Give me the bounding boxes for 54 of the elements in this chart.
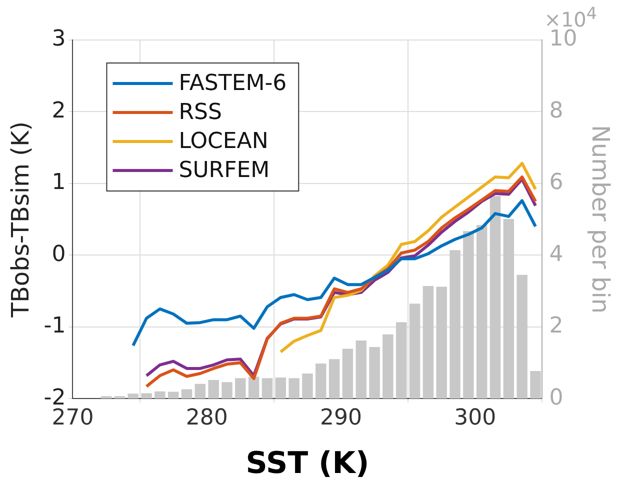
bar bbox=[181, 389, 192, 399]
bar bbox=[450, 250, 460, 399]
bar bbox=[262, 378, 273, 399]
bar bbox=[490, 196, 501, 399]
y-tick-label: -1 bbox=[44, 314, 66, 339]
bar bbox=[516, 274, 528, 399]
legend-label: LOCEAN bbox=[178, 129, 268, 154]
bar bbox=[141, 393, 152, 399]
bar bbox=[476, 225, 488, 399]
bar bbox=[302, 374, 313, 399]
bar bbox=[422, 286, 434, 399]
x-tick-label: 280 bbox=[186, 406, 228, 431]
bar bbox=[316, 363, 326, 399]
bar bbox=[530, 370, 541, 399]
bar bbox=[154, 391, 166, 399]
y-tick-label: 2 bbox=[52, 98, 66, 124]
bar bbox=[235, 378, 246, 399]
legend-label: SURFEM bbox=[178, 158, 270, 184]
y2-tick-label: 2 bbox=[549, 314, 564, 339]
bar bbox=[436, 286, 447, 399]
x-tick-label: 300 bbox=[454, 406, 496, 431]
y2-tick-label: 8 bbox=[549, 98, 564, 124]
bar bbox=[100, 396, 112, 399]
y-tick-label: 3 bbox=[52, 26, 66, 52]
y2-axis-title: Number per bin bbox=[586, 124, 614, 314]
bar bbox=[128, 394, 138, 399]
bar bbox=[503, 218, 514, 399]
bar bbox=[369, 346, 380, 399]
y2-tick-label: 4 bbox=[549, 242, 564, 267]
bar bbox=[194, 384, 206, 399]
y-axis-title: TBobs-TBsim (K) bbox=[6, 121, 35, 318]
bar bbox=[222, 382, 232, 399]
bar bbox=[409, 304, 420, 399]
bar bbox=[328, 359, 340, 399]
bar bbox=[342, 348, 354, 399]
x-axis-title: SST (K) bbox=[246, 446, 370, 481]
y2-tick-label: 0 bbox=[549, 385, 564, 410]
y-tick-label: 1 bbox=[52, 170, 66, 196]
bar bbox=[356, 340, 366, 399]
legend-label: FASTEM-6 bbox=[178, 71, 287, 96]
bar bbox=[288, 378, 300, 399]
bar bbox=[396, 322, 407, 399]
bar bbox=[463, 231, 474, 399]
bar bbox=[382, 334, 394, 399]
bar bbox=[208, 380, 219, 399]
bar bbox=[114, 396, 126, 399]
y2-tick-label: 6 bbox=[549, 170, 564, 196]
y-tick-label: 0 bbox=[52, 242, 66, 267]
bar bbox=[275, 377, 286, 399]
legend-label: RSS bbox=[178, 100, 222, 126]
x-tick-label: 270 bbox=[52, 406, 94, 431]
bar bbox=[168, 392, 179, 399]
bar bbox=[248, 376, 260, 399]
x-tick-label: 290 bbox=[320, 406, 362, 431]
